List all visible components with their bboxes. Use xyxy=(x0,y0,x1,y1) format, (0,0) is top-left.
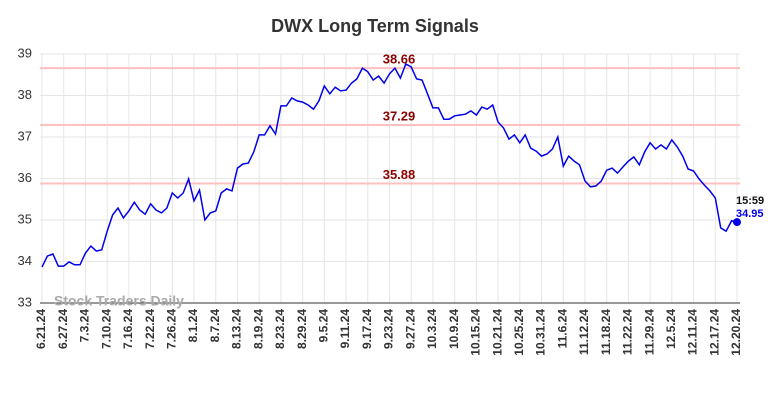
x-tick-label: 8.29.24 xyxy=(295,309,309,349)
x-tick-label: 6.27.24 xyxy=(56,309,70,349)
x-tick-label: 7.16.24 xyxy=(121,309,135,349)
last-time: 15:59 xyxy=(736,195,764,207)
x-tick-label: 9.17.24 xyxy=(360,309,374,349)
watermark: Stock Traders Daily xyxy=(54,293,184,309)
x-tick-label: 11.29.24 xyxy=(642,309,656,355)
x-tick-label: 10.21.24 xyxy=(490,309,504,356)
x-tick-label: 7.10.24 xyxy=(99,309,113,349)
x-tick-label: 8.1.24 xyxy=(186,309,200,343)
x-tick-label: 7.3.24 xyxy=(78,309,92,343)
last-point xyxy=(733,218,741,227)
x-tick-label: 9.23.24 xyxy=(382,309,396,349)
x-tick-label: 7.22.24 xyxy=(143,309,157,349)
x-tick-label: 8.23.24 xyxy=(273,309,287,349)
price-line xyxy=(41,62,738,268)
x-tick-label: 11.22.24 xyxy=(621,309,635,355)
x-tick-label: 10.3.24 xyxy=(425,309,439,349)
x-tick-label: 8.7.24 xyxy=(208,309,222,343)
signal-label: 35.88 xyxy=(383,167,416,182)
x-tick-label: 12.20.24 xyxy=(729,309,743,356)
y-tick-label: 38 xyxy=(18,87,32,102)
x-tick-label: 6.21.24 xyxy=(34,309,48,349)
x-tick-label: 11.6.24 xyxy=(555,309,569,349)
y-tick-label: 33 xyxy=(18,294,32,309)
x-tick-label: 8.13.24 xyxy=(230,309,244,349)
x-tick-label: 9.11.24 xyxy=(338,309,352,349)
x-tick-label: 12.17.24 xyxy=(707,309,721,356)
x-tick-label: 9.5.24 xyxy=(317,309,331,343)
y-tick-label: 39 xyxy=(18,45,32,60)
y-tick-label: 35 xyxy=(18,211,32,226)
y-tick-label: 37 xyxy=(18,128,32,143)
x-tick-label: 10.25.24 xyxy=(512,309,526,356)
signal-label: 38.66 xyxy=(383,52,416,67)
x-tick-label: 7.26.24 xyxy=(164,309,178,349)
x-tick-label: 8.19.24 xyxy=(251,309,265,349)
x-tick-label: 12.5.24 xyxy=(664,309,678,349)
x-tick-label: 10.9.24 xyxy=(447,309,461,349)
signal-label: 37.29 xyxy=(383,108,416,123)
y-tick-label: 36 xyxy=(18,170,32,185)
x-tick-label: 9.27.24 xyxy=(403,309,417,349)
x-tick-label: 11.12.24 xyxy=(577,309,591,355)
x-tick-label: 11.18.24 xyxy=(599,309,613,355)
last-value: 34.95 xyxy=(736,208,764,220)
y-tick-label: 34 xyxy=(18,253,32,268)
x-tick-label: 10.15.24 xyxy=(469,309,483,356)
x-tick-label: 10.31.24 xyxy=(534,309,548,356)
x-tick-label: 12.11.24 xyxy=(686,309,700,355)
chart-title: DWX Long Term Signals xyxy=(271,16,479,36)
